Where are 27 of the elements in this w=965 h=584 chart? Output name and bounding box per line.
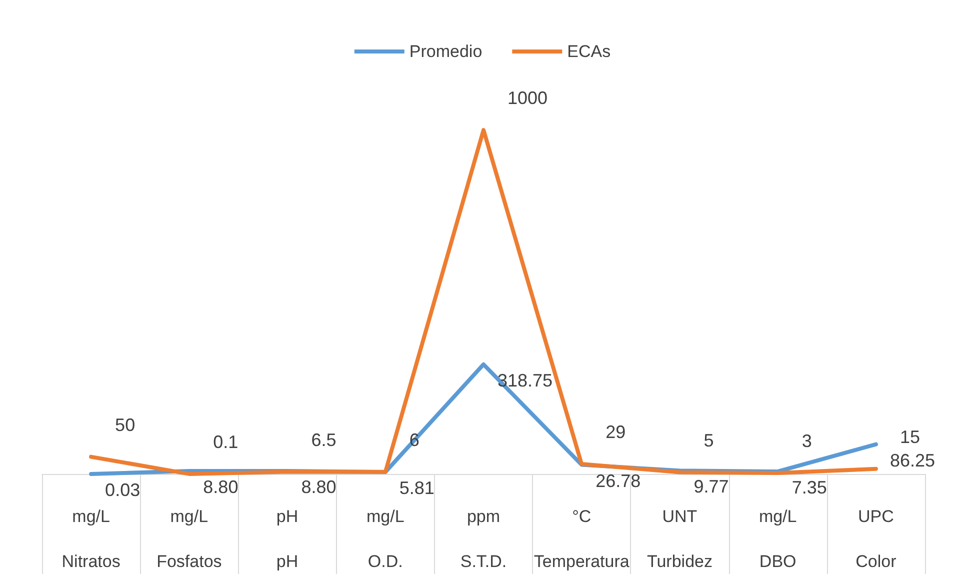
data-label: 0.03	[105, 480, 140, 500]
category-label: mg/L Nitratos	[62, 507, 120, 571]
data-label: 3	[802, 430, 812, 451]
legend-label: ECAs	[567, 42, 611, 61]
data-label: 50	[115, 414, 136, 435]
data-label: 15	[900, 426, 920, 447]
data-label: 5.81	[399, 478, 434, 498]
category-label: mg/L O.D.	[366, 507, 404, 571]
data-label: 7.35	[792, 477, 827, 498]
data-label: 8.80	[301, 476, 336, 497]
data-label: 0.1	[213, 432, 238, 452]
category-label: mg/L DBO	[758, 507, 797, 571]
category-label: mg/L Fosfatos	[156, 507, 222, 571]
data-label: 1000	[508, 88, 548, 108]
category-label: UPC Color	[856, 507, 896, 571]
data-label: 5	[704, 430, 714, 450]
category-label: UNT Turbidez	[646, 507, 712, 571]
category-label: ppm S.T.D.	[460, 507, 507, 571]
category-label: pH pH	[276, 507, 298, 571]
data-label: 8.80	[203, 476, 238, 497]
legend-label: Promedio	[409, 42, 482, 61]
data-label: 26.78	[596, 470, 641, 491]
data-label: 29	[606, 422, 626, 442]
data-label: 6.5	[311, 430, 336, 450]
category-label: °C Temperatura	[534, 507, 630, 571]
data-label: 86.25	[890, 450, 935, 470]
data-label: 9.77	[694, 476, 729, 497]
